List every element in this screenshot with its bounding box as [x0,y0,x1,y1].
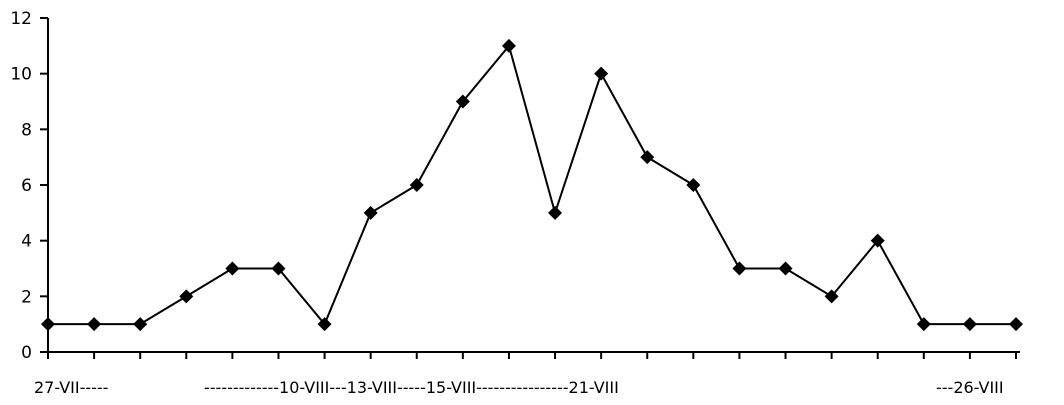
data-point [824,289,839,304]
data-point [455,94,470,109]
data-point [686,178,701,192]
data-point [778,261,793,276]
data-point [962,317,977,332]
data-point [548,205,563,220]
data-point [1009,317,1023,332]
data-point [640,150,655,165]
data-point [41,317,55,332]
x-axis-text-end: ---26-VIII [936,378,1004,397]
data-point [594,66,609,81]
x-axis-text-start: 27-VII----- [34,378,108,397]
x-axis-ticks [47,352,1017,359]
data-point [133,317,148,332]
y-tick-label: 12 [10,9,32,29]
series-group [41,38,1023,332]
y-tick-label: 10 [10,65,32,85]
x-axis-text-middle: -------------10-VIII---13-VIII-----15-VI… [204,378,619,397]
y-tick-label: 2 [21,287,32,307]
data-point [271,261,286,276]
data-point [409,178,424,192]
data-point [732,261,747,276]
data-point [317,317,332,332]
data-point [916,317,931,332]
data-point [87,317,102,332]
data-point [225,261,240,276]
series-line [48,43,1016,327]
data-point [501,38,516,53]
y-tick-label: 8 [21,120,32,140]
y-axis-ticks: 0 2 4 6 8 10 12 [10,9,48,363]
data-point [870,233,885,248]
y-tick-label: 4 [21,232,32,252]
y-tick-label: 6 [21,176,32,196]
data-point [179,289,194,304]
y-tick-label: 0 [21,343,32,363]
data-point [363,205,378,220]
